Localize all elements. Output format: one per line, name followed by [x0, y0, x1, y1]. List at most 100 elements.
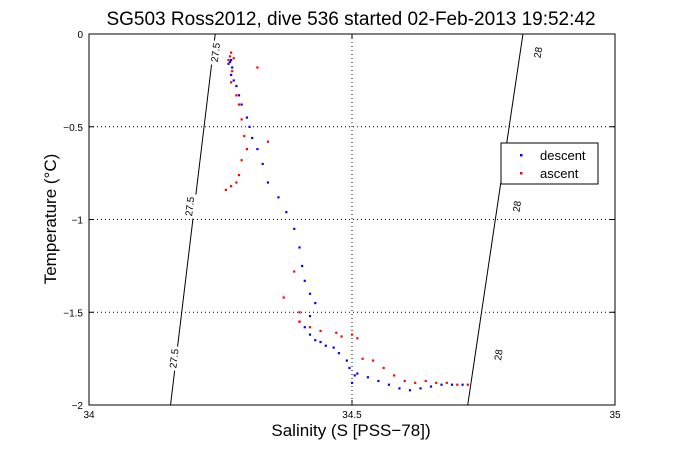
- descent-point: [230, 73, 233, 77]
- ascent-point: [445, 381, 448, 384]
- ascent-point: [235, 181, 238, 184]
- ascent-point: [308, 326, 312, 329]
- ascent-point: [293, 270, 296, 273]
- ascent-point: [298, 311, 301, 314]
- descent-point: [366, 376, 369, 379]
- descent-point: [303, 279, 306, 282]
- descent-point: [231, 66, 234, 69]
- descent-point: [237, 94, 241, 97]
- chart-title: SG503 Ross2012, dive 536 started 02-Feb-…: [106, 9, 595, 30]
- descent-point: [245, 116, 248, 119]
- descent-point: [419, 387, 422, 390]
- contour-label: 27.5: [184, 196, 197, 217]
- descent-point: [337, 352, 341, 355]
- ascent-point: [240, 118, 243, 121]
- descent-point: [398, 387, 401, 390]
- contour-label: 28: [533, 46, 546, 59]
- descent-point: [232, 79, 235, 82]
- descent-point: [261, 162, 264, 166]
- ascent-point: [266, 140, 270, 143]
- density-contour-line: [467, 34, 524, 405]
- descent-point: [277, 196, 280, 199]
- ascent-point: [351, 333, 354, 336]
- legend-marker-descent: [520, 154, 523, 157]
- descent-point: [450, 383, 454, 386]
- descent-point: [308, 292, 312, 295]
- x-axis-label: Salinity (S [PSS−78]): [271, 421, 430, 440]
- x-tick-label: 34.5: [342, 410, 362, 421]
- descent-point: [303, 326, 306, 329]
- contour-label: 28: [493, 348, 506, 361]
- descent-point: [440, 383, 443, 386]
- ascent-point: [224, 188, 227, 192]
- y-tick-label: −1: [72, 216, 84, 227]
- descent-point: [332, 346, 335, 349]
- legend-label-descent: descent: [540, 148, 586, 163]
- ascent-point: [230, 51, 233, 54]
- contour-label-background: [209, 40, 224, 65]
- ascent-point: [232, 57, 235, 60]
- descent-point: [251, 136, 254, 140]
- contour-label: 27.5: [168, 348, 181, 369]
- descent-point: [308, 333, 312, 336]
- ascent-point: [424, 379, 427, 383]
- contour-label: 27.5: [210, 42, 223, 63]
- descent-point: [429, 385, 433, 388]
- descent-point: [227, 62, 230, 65]
- ascent-point: [230, 185, 233, 188]
- descent-point: [377, 379, 380, 383]
- descent-point: [324, 344, 327, 347]
- legend-label-ascent: ascent: [540, 166, 579, 181]
- ascent-point: [382, 366, 385, 370]
- ascent-point: [235, 94, 238, 97]
- descent-point: [319, 340, 322, 344]
- ascent-point: [393, 374, 396, 377]
- descent-point: [266, 181, 270, 184]
- descent-point: [308, 314, 312, 318]
- contour-label-background: [492, 342, 507, 367]
- ascent-point: [231, 70, 234, 73]
- y-tick-label: −0.5: [63, 123, 83, 134]
- y-tick-label: 0: [77, 30, 83, 41]
- y-tick-label: −2: [72, 401, 84, 412]
- ascent-point: [243, 135, 246, 138]
- y-tick-label: −1.5: [63, 308, 83, 319]
- descent-point: [353, 374, 356, 377]
- ascent-point: [228, 55, 232, 58]
- descent-point: [314, 339, 317, 342]
- descent-point: [461, 383, 464, 386]
- ascent-point: [466, 383, 469, 386]
- ascent-point: [319, 329, 322, 332]
- descent-point: [248, 125, 251, 128]
- ascent-point: [361, 357, 364, 360]
- descent-point: [408, 389, 412, 392]
- x-tick-label: 35: [609, 410, 621, 421]
- legend-marker-ascent: [520, 172, 523, 175]
- descent-point: [293, 227, 296, 230]
- plot-area: 27.5 27.5 27.5 28 28 28 34 34.5 35 −2 −1.5 −1 −0.5 0 d…: [63, 30, 621, 421]
- descent-point: [235, 84, 238, 88]
- ascent-point: [282, 296, 285, 299]
- density-contour-line: [170, 34, 216, 405]
- descent-point: [240, 103, 243, 106]
- ascent-point: [245, 148, 248, 151]
- descent-point: [356, 372, 359, 375]
- contour-label-background: [510, 194, 525, 219]
- ascent-point: [237, 173, 241, 177]
- contour-label: 28: [512, 200, 525, 213]
- ascent-point: [230, 81, 233, 84]
- contour-label-background: [167, 346, 182, 371]
- ascent-point: [414, 381, 417, 384]
- descent-point: [314, 301, 317, 305]
- descent-point: [345, 359, 348, 362]
- y-axis-label: Temperature (°C): [41, 154, 60, 285]
- descent-point: [348, 366, 351, 370]
- ascent-point: [256, 66, 259, 69]
- contour-label-background: [183, 194, 198, 219]
- ascent-point: [456, 383, 459, 386]
- descent-point: [298, 246, 301, 249]
- descent-point: [230, 58, 233, 62]
